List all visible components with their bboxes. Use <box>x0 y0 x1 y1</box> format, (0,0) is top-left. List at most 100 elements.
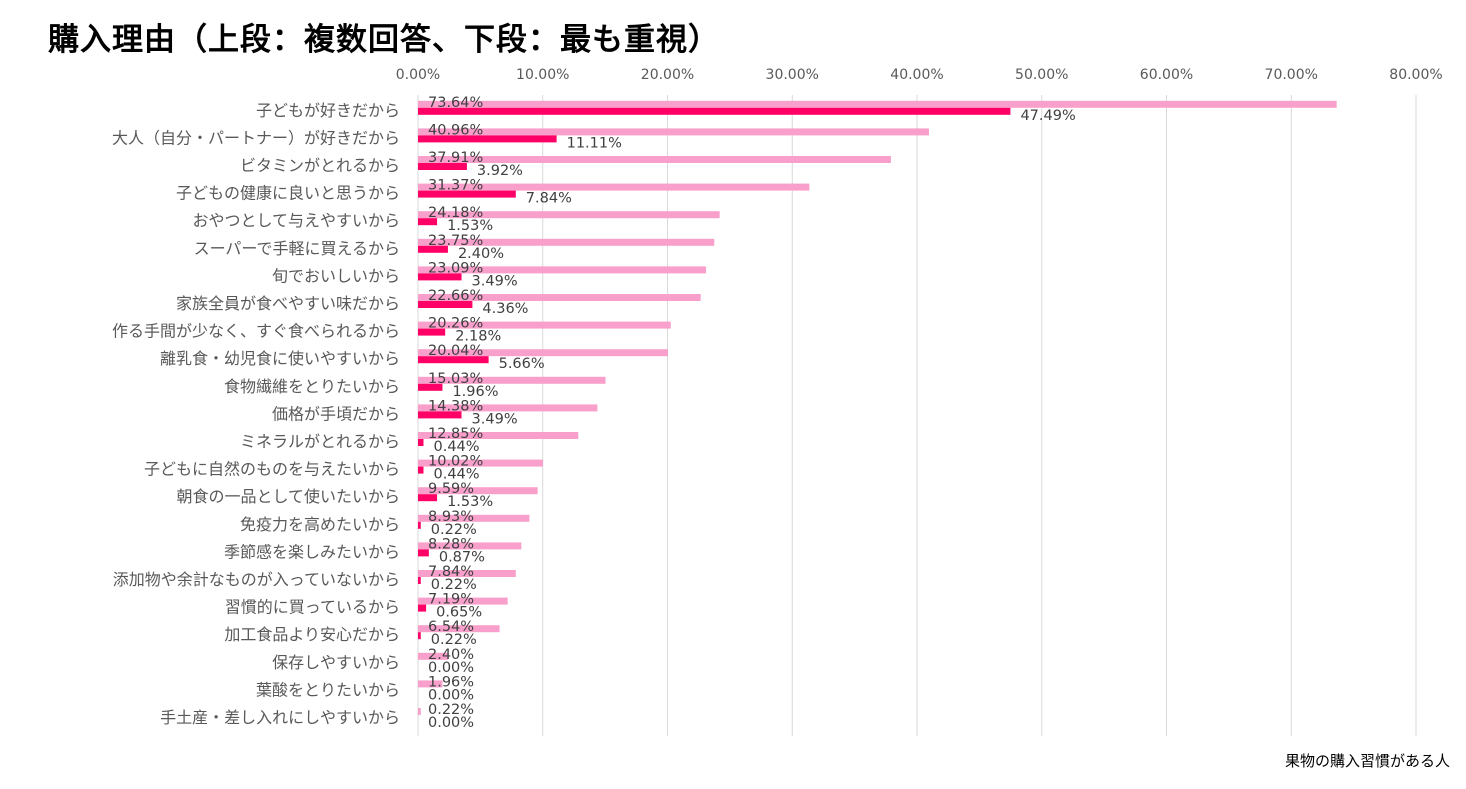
data-label-multiple: 23.75% <box>428 233 483 249</box>
bar-most-important <box>418 632 421 640</box>
category-label: 加工食品より安心だから <box>224 625 400 644</box>
bar-multiple <box>418 321 671 329</box>
bar-multiple <box>418 625 500 633</box>
bar-multiple <box>418 211 720 219</box>
data-label-most-important: 0.00% <box>428 687 474 703</box>
category-label: ミネラルがとれるから <box>240 432 400 451</box>
bar-most-important <box>418 494 438 502</box>
category-label: 保存しやすいから <box>272 653 400 672</box>
data-label-most-important: 7.84% <box>526 191 572 207</box>
category-label: 葉酸をとりたいから <box>256 680 400 699</box>
x-tick-label: 50.00% <box>1015 67 1068 83</box>
data-label-most-important: 47.49% <box>1020 108 1075 124</box>
bar-multiple <box>418 349 668 357</box>
x-tick-label: 20.00% <box>641 67 694 83</box>
bar-most-important <box>418 604 427 612</box>
data-label-most-important: 0.65% <box>436 605 482 621</box>
bar-multiple <box>418 404 598 412</box>
data-label-multiple: 6.54% <box>428 619 474 635</box>
bar-multiple <box>418 128 929 136</box>
category-label: 子どもが好きだから <box>256 101 400 120</box>
bar-most-important <box>418 328 446 336</box>
category-label: 大人（自分・パートナー）が好きだから <box>112 128 400 147</box>
data-label-multiple: 24.18% <box>428 205 483 221</box>
bar-multiple <box>418 542 522 550</box>
data-label-most-important: 3.49% <box>472 411 518 427</box>
data-label-most-important: 0.22% <box>431 577 477 593</box>
data-label-multiple: 12.85% <box>428 426 483 442</box>
data-label-multiple: 8.28% <box>428 536 474 552</box>
x-tick-label: 70.00% <box>1265 67 1318 83</box>
bar-most-important <box>418 218 438 226</box>
data-label-most-important: 0.00% <box>428 715 474 731</box>
bar-most-important <box>418 273 462 281</box>
data-label-multiple: 7.84% <box>428 564 474 580</box>
footnote: 果物の購入習慣がある人 <box>1284 752 1450 770</box>
bar-most-important <box>418 549 429 557</box>
data-label-multiple: 37.91% <box>428 150 483 166</box>
data-label-multiple: 1.96% <box>428 674 474 690</box>
bar-multiple <box>418 238 715 246</box>
data-label-most-important: 0.44% <box>433 467 479 483</box>
category-label: 朝食の一品として使いたいから <box>176 487 400 506</box>
bar-most-important <box>418 411 462 419</box>
data-label-multiple: 20.26% <box>428 316 483 332</box>
data-label-most-important: 2.40% <box>458 246 504 262</box>
category-label: 習慣的に買っているから <box>225 598 400 617</box>
bar-most-important <box>418 439 424 446</box>
category-label: 旬でおいしいから <box>272 266 400 285</box>
bar-most-important <box>418 521 421 529</box>
bar-multiple <box>418 432 579 439</box>
category-label: 子どもに自然のものを与えたいから <box>144 460 400 479</box>
data-label-multiple: 20.04% <box>428 343 483 359</box>
x-tick-label: 40.00% <box>890 67 943 83</box>
bar-multiple <box>418 680 443 688</box>
data-label-most-important: 1.53% <box>447 218 493 234</box>
bar-multiple <box>418 156 891 163</box>
bar-multiple <box>418 570 516 577</box>
category-label: おやつとして与えやすいから <box>192 211 400 230</box>
category-label: 手土産・差し入れにしやすいから <box>160 708 400 727</box>
data-label-most-important: 0.22% <box>431 632 477 648</box>
data-label-most-important: 1.96% <box>452 384 498 400</box>
category-label: 家族全員が食べやすい味だから <box>176 294 400 313</box>
x-tick-label: 30.00% <box>766 67 819 83</box>
bar-multiple <box>418 597 508 605</box>
bar-multiple <box>418 100 1337 108</box>
data-label-multiple: 10.02% <box>428 454 483 470</box>
data-label-most-important: 0.00% <box>428 660 474 676</box>
data-label-multiple: 9.59% <box>428 481 474 497</box>
x-tick-label: 10.00% <box>516 67 569 83</box>
bar-most-important <box>418 577 421 584</box>
bar-most-important <box>418 301 473 308</box>
category-label: ビタミンがとれるから <box>240 156 400 175</box>
data-label-multiple: 0.22% <box>428 702 474 718</box>
data-label-multiple: 2.40% <box>428 647 474 663</box>
category-label: 食物繊維をとりたいから <box>224 377 400 396</box>
chart-title: 購入理由（上段：複数回答、下段：最も重視） <box>48 22 720 58</box>
data-label-most-important: 5.66% <box>499 356 545 372</box>
data-label-multiple: 23.09% <box>428 260 483 276</box>
bar-most-important <box>418 190 516 198</box>
data-label-most-important: 4.36% <box>482 301 528 317</box>
bar-most-important <box>418 245 448 253</box>
data-label-multiple: 31.37% <box>428 178 483 194</box>
category-label: 価格が手頃だから <box>272 404 400 423</box>
category-label: スーパーで手軽に買えるから <box>194 239 400 258</box>
bar-multiple <box>418 459 543 467</box>
data-label-multiple: 14.38% <box>428 398 483 414</box>
category-label: 免疫力を高めたいから <box>240 515 400 534</box>
bar-multiple <box>418 487 538 495</box>
data-label-most-important: 0.87% <box>439 549 485 565</box>
category-label: 作る手間が少なく、すぐ食べられるから <box>112 322 400 341</box>
data-label-most-important: 3.49% <box>472 273 518 289</box>
category-label: 季節感を楽しみたいから <box>224 542 400 561</box>
category-label: 添加物や余計なものが入っていないから <box>113 570 400 589</box>
x-tick-label: 60.00% <box>1140 67 1193 83</box>
data-label-multiple: 7.19% <box>428 592 474 608</box>
data-label-multiple: 22.66% <box>428 288 483 304</box>
data-label-most-important: 0.22% <box>431 522 477 538</box>
bar-most-important <box>418 135 557 143</box>
bar-multiple <box>418 183 810 191</box>
